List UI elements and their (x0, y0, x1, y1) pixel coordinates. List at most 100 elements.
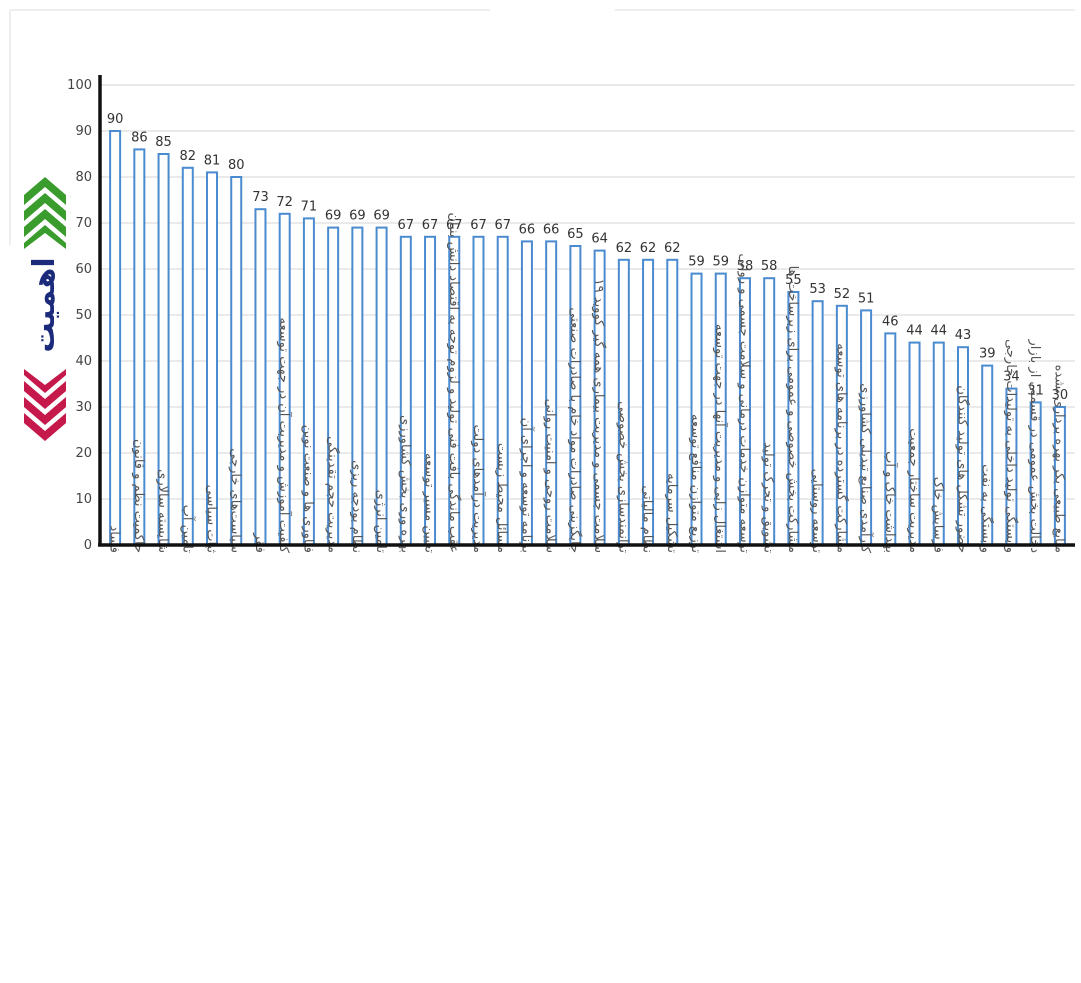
data-label: 51 (858, 291, 875, 306)
x-category-label: برنامه توسعه و اجرای آن (518, 418, 535, 553)
data-label: 62 (640, 241, 657, 256)
x-category-label: مشارکت بخش خصوصی و عمومی برای زیرساخت ها (785, 266, 800, 553)
data-label: 66 (543, 222, 560, 237)
importance-title: اهمیت (27, 257, 62, 352)
data-label: 62 (664, 241, 681, 256)
data-label: 53 (809, 282, 826, 297)
data-label: 69 (373, 209, 390, 224)
x-category-label: کیفیت آموزش و مدیریت آن در جهت توسعه (276, 318, 293, 554)
data-label: 59 (712, 255, 729, 270)
data-label: 67 (446, 218, 463, 233)
y-tick-label: 70 (75, 216, 92, 231)
y-tick-label: 30 (75, 400, 92, 415)
data-label: 43 (955, 328, 972, 343)
data-label: 30 (1052, 388, 1069, 403)
data-label: 73 (252, 190, 269, 205)
bar (254, 208, 267, 546)
data-label: 81 (204, 153, 221, 168)
data-label: 90 (107, 112, 124, 127)
x-category-label: مشارکت گسترده در برنامه های توسعه (833, 343, 849, 553)
data-label: 86 (131, 130, 148, 145)
data-label: 67 (494, 218, 511, 233)
data-label: 31 (1027, 383, 1044, 398)
data-label: 85 (155, 135, 172, 150)
x-category-label: فقر (252, 532, 267, 553)
x-category-label: بهداشت خاک و آب (882, 451, 899, 553)
data-label: 62 (616, 241, 633, 256)
x-category-label: منابع طبیعی بکر بهره برداری نشده (1051, 365, 1066, 553)
data-label: 52 (834, 287, 851, 302)
x-category-label: تامین آب (179, 505, 196, 554)
x-category-label: فرسایش خاک (930, 477, 945, 553)
x-category-label: مسائل محیط زیست (494, 443, 509, 553)
data-label: 72 (276, 195, 293, 210)
data-label: 59 (688, 255, 705, 270)
data-label: 67 (470, 218, 487, 233)
x-category-label: توزیع متوازن منافع توسعه (688, 414, 703, 553)
x-category-label: تعیین مسیر توسعه (422, 453, 437, 553)
data-label: 46 (882, 314, 899, 329)
x-category-label: اشتغال زایی و مدیریت آنها در جهت توسعه (712, 324, 729, 553)
x-category-label: توانمندسازی بخش خصوصی (615, 401, 630, 553)
x-category-label: مدیریت درآمدهای دولت (470, 425, 487, 553)
x-category-label: توسعه روستایی (809, 469, 824, 554)
x-category-label: حضور تشکل های تولید کنندگان (954, 385, 970, 553)
x-category-label: نظام بودجه ریزی (349, 460, 364, 553)
x-category-label: مدیریت حجم تقدینگی (325, 436, 341, 553)
x-category-label: سیاست‌های خارجی (228, 448, 243, 553)
y-tick-label: 80 (75, 170, 92, 185)
data-label: 34 (1003, 370, 1020, 385)
bar (109, 130, 122, 546)
data-label: 67 (398, 218, 415, 233)
down-chevrons-icon (24, 369, 66, 441)
x-category-label: تامین انرژی (373, 490, 388, 554)
importance-side-label: اهمیت (24, 177, 66, 441)
y-tick-label: 0 (84, 538, 92, 553)
x-category-label: مدیریت ساختار جمعیت (906, 428, 921, 553)
x-category-label: وابستگی تولید داخلی به تولیدات خارجی (1003, 339, 1019, 553)
data-label: 55 (785, 273, 802, 288)
data-label: 66 (519, 222, 536, 237)
x-category-label: ثبات سیاسی (204, 485, 219, 554)
y-tick-label: 40 (75, 354, 92, 369)
x-category-label: جایگزینی صادرات مواد خام با صادرات صنعتی (567, 307, 583, 553)
data-label: 71 (301, 199, 318, 214)
x-category-label: کارآمدی صنایع تبدیلی کشاورزی (858, 383, 875, 554)
y-tick-label: 10 (75, 492, 92, 507)
data-label: 69 (325, 209, 342, 224)
data-label: 65 (567, 227, 584, 242)
y-tick-label: 60 (75, 262, 92, 277)
data-label: 44 (906, 324, 923, 339)
x-category-label: بهره وری بخش کشاورزی (397, 415, 412, 553)
y-tick-label: 20 (75, 446, 92, 461)
x-category-label: فساد (107, 525, 122, 553)
data-label: 69 (349, 209, 366, 224)
data-label: 80 (228, 158, 245, 173)
data-label: 39 (979, 347, 996, 362)
x-category-label: سلامت جسمی و مدیریت بیماری همه گیر کووید… (591, 279, 607, 553)
y-tick-label: 100 (67, 78, 92, 93)
x-category-label: فناوری ها و صنعت نوین (300, 425, 315, 553)
x-category-label: عقب ماندگی بافت فنی تولید و لزوم توجه به… (446, 212, 462, 553)
x-category-label: شایسته سالاری (155, 469, 170, 553)
x-category-label: نظام مالیاتی (640, 485, 655, 553)
x-category-label: وابستگی به نفت (979, 464, 995, 553)
y-tick-label: 90 (75, 124, 92, 139)
x-category-label: تشکیل سرمایه (664, 473, 679, 553)
x-category-label: تشویق و تحرک تولید (761, 442, 776, 553)
data-label: 58 (737, 259, 754, 274)
up-chevrons-icon (24, 177, 66, 249)
y-tick-label: 50 (75, 308, 92, 323)
data-label: 67 (422, 218, 439, 233)
bar (181, 166, 194, 547)
x-category-label: حاکمیت نظم و قانون (131, 439, 146, 553)
data-label: 64 (591, 232, 608, 247)
data-label: 82 (180, 149, 197, 164)
x-category-label: توسعه متوازن خدمات درمانی و سلامت جسمی و… (736, 253, 751, 553)
data-label: 44 (930, 324, 947, 339)
data-label: 58 (761, 259, 778, 274)
x-category-label: سلامت روحی و امنیت روانی (543, 399, 558, 553)
x-category-label: دخالت بخش عمومی در قسمتی از بازار (1027, 339, 1042, 554)
